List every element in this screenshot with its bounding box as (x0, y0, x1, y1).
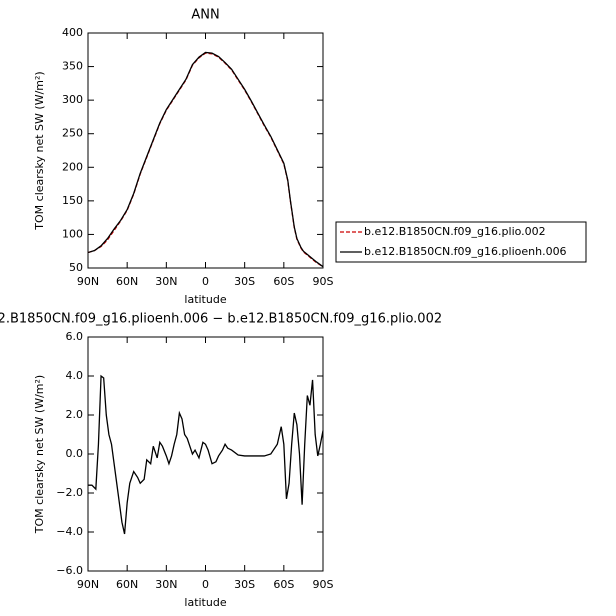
legend-box (335, 221, 587, 263)
x-tick-label: 0 (202, 275, 209, 288)
x-tick-label: 60S (273, 578, 294, 591)
y-tick-label: 0.0 (66, 447, 84, 460)
x-tick-label: 90S (313, 578, 334, 591)
x-tick-label: 30N (155, 578, 177, 591)
y-tick-label: 400 (62, 26, 83, 39)
y-tick-label: 250 (62, 127, 83, 140)
chart-title: ANN (191, 8, 219, 23)
y-tick-label: 150 (62, 194, 83, 207)
data-line (87, 52, 324, 268)
x-tick-label: 60N (116, 275, 138, 288)
x-tick-label: 60S (273, 275, 294, 288)
chart-title: b.e12.B1850CN.f09_g16.plioenh.006 − b.e1… (0, 312, 442, 327)
plot-frame (87, 32, 324, 269)
y-tick-label: 350 (62, 60, 83, 73)
x-tick-label: 30S (234, 275, 255, 288)
y-tick-label: 200 (62, 160, 83, 173)
x-tick-label: 30S (234, 578, 255, 591)
x-axis-label: latitude (184, 293, 226, 306)
y-tick-label: 6.0 (66, 330, 84, 343)
y-tick-label: 2.0 (66, 408, 84, 421)
y-tick-label: −2.0 (56, 486, 83, 499)
x-tick-label: 90S (313, 275, 334, 288)
x-tick-label: 90N (77, 578, 99, 591)
x-axis-label: latitude (184, 596, 226, 609)
y-tick-label: 4.0 (66, 369, 84, 382)
y-tick-label: −6.0 (56, 564, 83, 577)
legend-label: b.e12.B1850CN.f09_g16.plio.002 (364, 225, 546, 238)
y-axis-label: TOM clearsky net SW (W/m²) (33, 375, 46, 534)
y-tick-label: 50 (69, 261, 83, 274)
y-axis-label: TOM clearsky net SW (W/m²) (33, 71, 46, 230)
data-line (87, 51, 324, 268)
x-tick-label: 90N (77, 275, 99, 288)
y-tick-label: 100 (62, 227, 83, 240)
plot-frame (87, 336, 324, 572)
legend-label: b.e12.B1850CN.f09_g16.plioenh.006 (364, 245, 567, 258)
x-tick-label: 30N (155, 275, 177, 288)
y-tick-label: 300 (62, 93, 83, 106)
y-tick-label: −4.0 (56, 525, 83, 538)
x-tick-label: 0 (202, 578, 209, 591)
x-tick-label: 60N (116, 578, 138, 591)
data-line (88, 374, 324, 535)
